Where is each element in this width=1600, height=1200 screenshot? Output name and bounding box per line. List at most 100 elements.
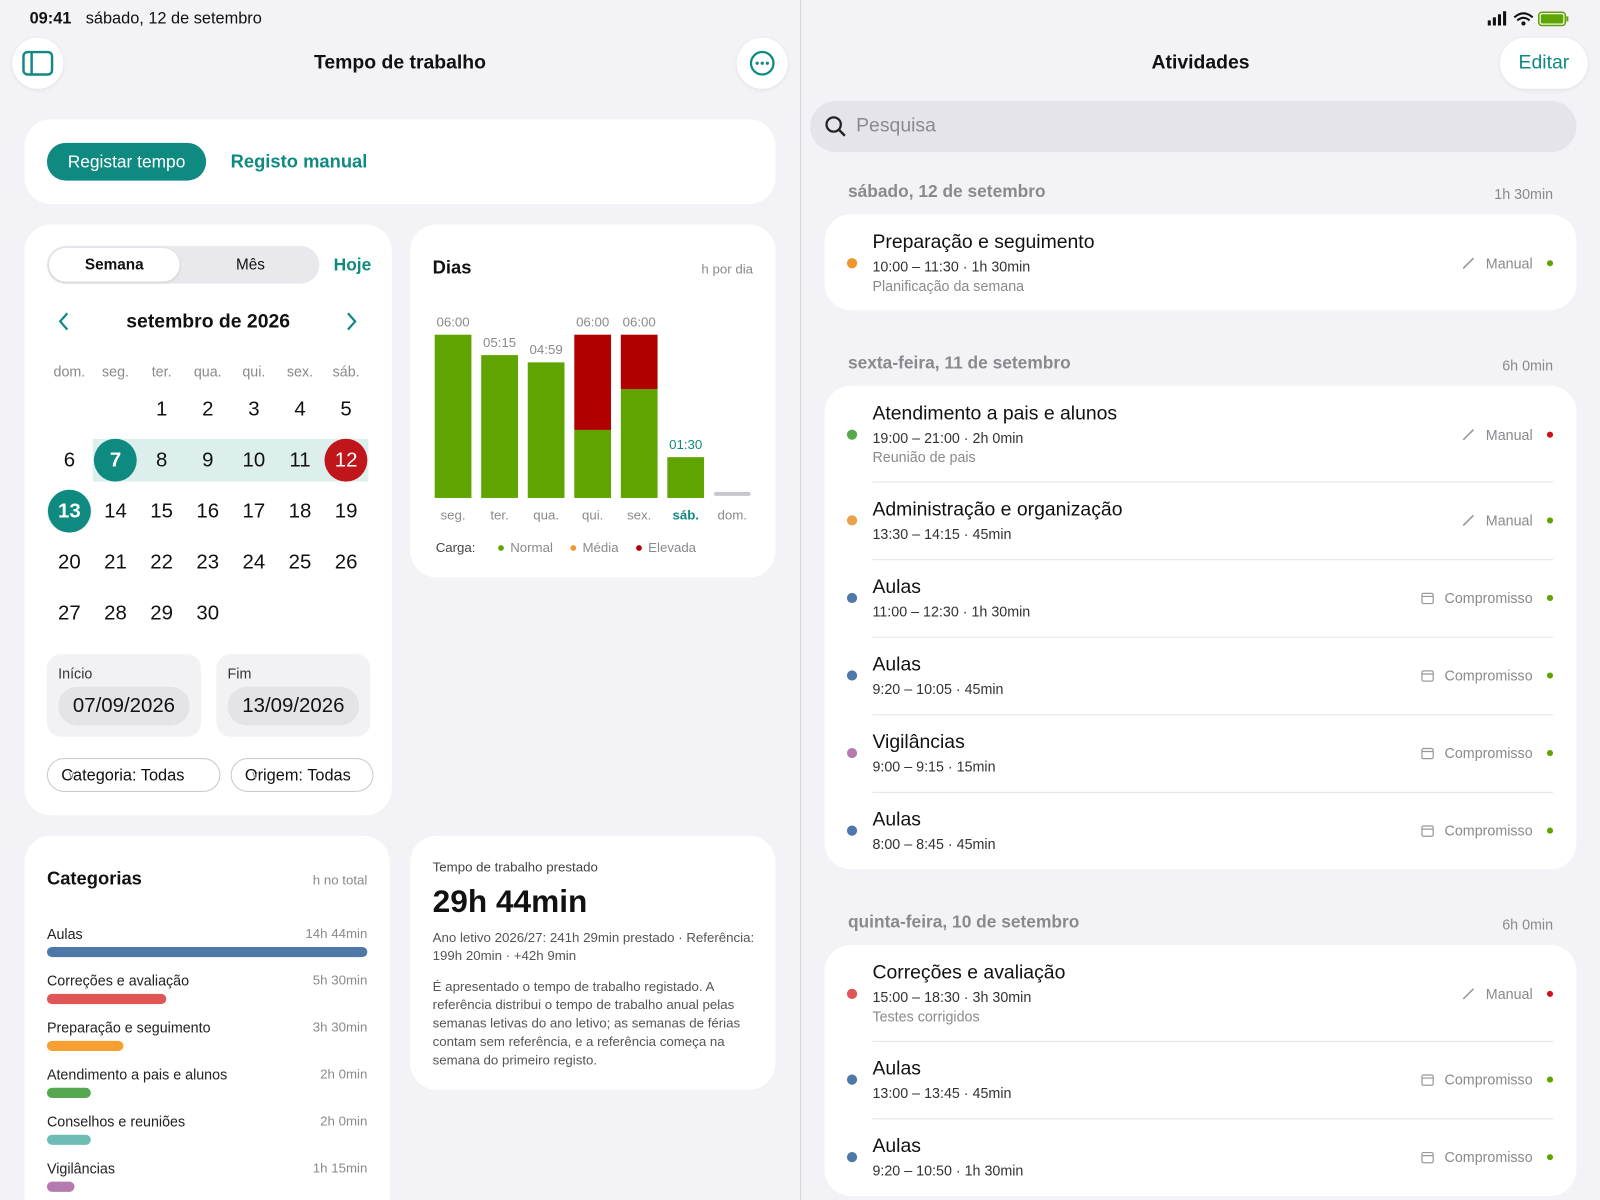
day-number[interactable]: 28 xyxy=(104,602,127,625)
day-number[interactable]: 16 xyxy=(196,500,220,523)
search-field[interactable] xyxy=(810,101,1577,153)
activity-time: 13:00 – 13:45 · 45min xyxy=(872,1084,1012,1102)
day-number[interactable]: 22 xyxy=(150,551,173,574)
activity-source: Manual xyxy=(1485,255,1533,272)
separator xyxy=(872,791,1554,793)
activity-source: Manual xyxy=(1485,426,1533,443)
day-number[interactable]: 30 xyxy=(196,602,220,625)
more-button[interactable] xyxy=(736,37,788,89)
activities-title: Atividades xyxy=(1151,52,1250,74)
activity-card xyxy=(824,944,1577,1196)
day-number[interactable]: 9 xyxy=(202,448,214,472)
panel-title: Tempo de trabalho xyxy=(313,52,487,74)
day-number[interactable]: 23 xyxy=(196,551,220,574)
day-number[interactable]: 5 xyxy=(340,397,352,421)
separator xyxy=(872,559,1554,561)
day-number[interactable]: 26 xyxy=(334,551,358,574)
day-number[interactable]: 13 xyxy=(58,500,81,523)
x-tick-label: dom. xyxy=(718,507,747,522)
activity-source: Compromisso xyxy=(1444,1148,1533,1166)
activity-title[interactable]: Atendimento a pais e alunos xyxy=(872,403,1118,425)
summary-value: 29h 44min xyxy=(432,883,588,920)
summary-details: Ano letivo 2026/27: 241h 29min prestado … xyxy=(432,929,755,964)
activity-title[interactable]: Aulas xyxy=(872,576,921,598)
day-number[interactable]: 4 xyxy=(294,397,306,421)
group-total: 6h 0min xyxy=(1502,357,1554,374)
day-number[interactable]: 11 xyxy=(289,448,311,472)
segment-month[interactable]: Mês xyxy=(236,256,265,274)
legend-dot xyxy=(570,545,577,551)
status-icons xyxy=(1487,11,1569,27)
pencil xyxy=(1462,257,1475,269)
day-number[interactable]: 18 xyxy=(288,500,312,523)
search-placeholder: Pesquisa xyxy=(856,115,936,137)
day-number[interactable]: 25 xyxy=(288,551,312,574)
category-bar xyxy=(46,1087,91,1098)
sidebar-button[interactable] xyxy=(12,37,64,89)
legend-dot xyxy=(636,545,642,551)
filter-pill[interactable]: Categoria: Todas ∨ xyxy=(46,758,221,792)
cal xyxy=(1420,747,1434,760)
day-number[interactable]: 14 xyxy=(104,500,127,523)
edit-button[interactable]: Editar xyxy=(1500,37,1588,89)
category-name: Correções e avaliação xyxy=(46,972,190,989)
activity-title[interactable]: Correções e avaliação xyxy=(872,962,1066,984)
activity-title[interactable]: Administração e organização xyxy=(872,498,1123,521)
day-number[interactable]: 2 xyxy=(202,397,214,421)
today-button[interactable]: Hoje xyxy=(333,255,372,275)
day-number[interactable]: 12 xyxy=(334,448,358,472)
category-name: Atendimento a pais e alunos xyxy=(46,1066,228,1083)
register-button[interactable]: Registar tempo xyxy=(46,142,207,181)
activity-title[interactable]: Aulas xyxy=(872,654,921,676)
segment-week[interactable]: Semana xyxy=(48,247,180,282)
weekday-label: dom. xyxy=(53,363,86,380)
bar-segment xyxy=(434,334,472,498)
activity-source: Compromisso xyxy=(1444,822,1533,839)
load-dot xyxy=(1546,827,1554,834)
day-number[interactable]: 1 xyxy=(155,397,168,421)
day-number[interactable]: 20 xyxy=(58,551,81,574)
prev-month[interactable] xyxy=(57,311,71,331)
next-month[interactable] xyxy=(344,311,358,331)
activity-title[interactable]: Preparação e seguimento xyxy=(872,231,1095,254)
day-number[interactable]: 3 xyxy=(248,397,260,421)
separator xyxy=(872,1040,1554,1042)
day-number[interactable]: 29 xyxy=(150,602,173,625)
group-total: 6h 0min xyxy=(1502,916,1554,933)
activity-title[interactable]: Aulas xyxy=(872,809,921,831)
activity-title[interactable]: Aulas xyxy=(872,1135,921,1158)
activity-title[interactable]: Vigilâncias xyxy=(872,731,965,754)
category-bar xyxy=(46,1134,91,1145)
day-number[interactable]: 8 xyxy=(155,448,168,472)
day-number[interactable]: 24 xyxy=(242,551,266,574)
manual-button[interactable]: Registo manual xyxy=(230,151,368,172)
load-dot xyxy=(1546,990,1554,997)
cal xyxy=(1420,670,1434,682)
date-value[interactable]: 13/09/2026 xyxy=(227,686,360,726)
day-number[interactable]: 10 xyxy=(242,448,266,472)
day-number[interactable]: 17 xyxy=(242,500,266,523)
category-dot xyxy=(846,747,858,759)
filter-label: Categoria: Todas xyxy=(61,767,185,785)
day-number[interactable]: 21 xyxy=(104,551,127,574)
x-tick-label: qua. xyxy=(533,507,559,522)
day-number[interactable]: 19 xyxy=(334,500,358,523)
bar-segment xyxy=(527,362,565,498)
more-icon xyxy=(749,50,775,76)
x-tick-label: seg. xyxy=(441,507,466,522)
activity-time: 10:00 – 11:30 · 1h 30min xyxy=(872,258,1031,275)
legend-dot xyxy=(498,545,504,551)
value-label: 06:00 xyxy=(576,315,609,330)
day-number[interactable]: 15 xyxy=(150,500,173,523)
filter-pill[interactable]: Origem: Todas ∨ xyxy=(230,758,374,792)
pencil xyxy=(1462,429,1475,441)
day-number[interactable]: 6 xyxy=(63,448,76,472)
activity-source: Compromisso xyxy=(1444,744,1533,762)
calendar-icon xyxy=(1420,747,1434,760)
activity-title[interactable]: Aulas xyxy=(872,1058,921,1080)
load-dot xyxy=(1546,260,1554,267)
day-number[interactable]: 27 xyxy=(58,602,81,625)
day-number[interactable]: 7 xyxy=(109,448,122,472)
date-value[interactable]: 07/09/2026 xyxy=(58,686,190,726)
